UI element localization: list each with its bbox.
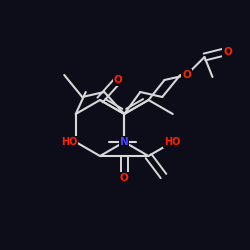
Text: O: O	[223, 47, 232, 57]
Text: O: O	[114, 75, 122, 85]
Text: N: N	[120, 137, 128, 147]
Text: O: O	[120, 173, 128, 183]
Text: HO: HO	[61, 137, 77, 147]
Text: N: N	[120, 137, 128, 147]
Text: HO: HO	[164, 137, 180, 147]
Text: O: O	[182, 70, 191, 80]
